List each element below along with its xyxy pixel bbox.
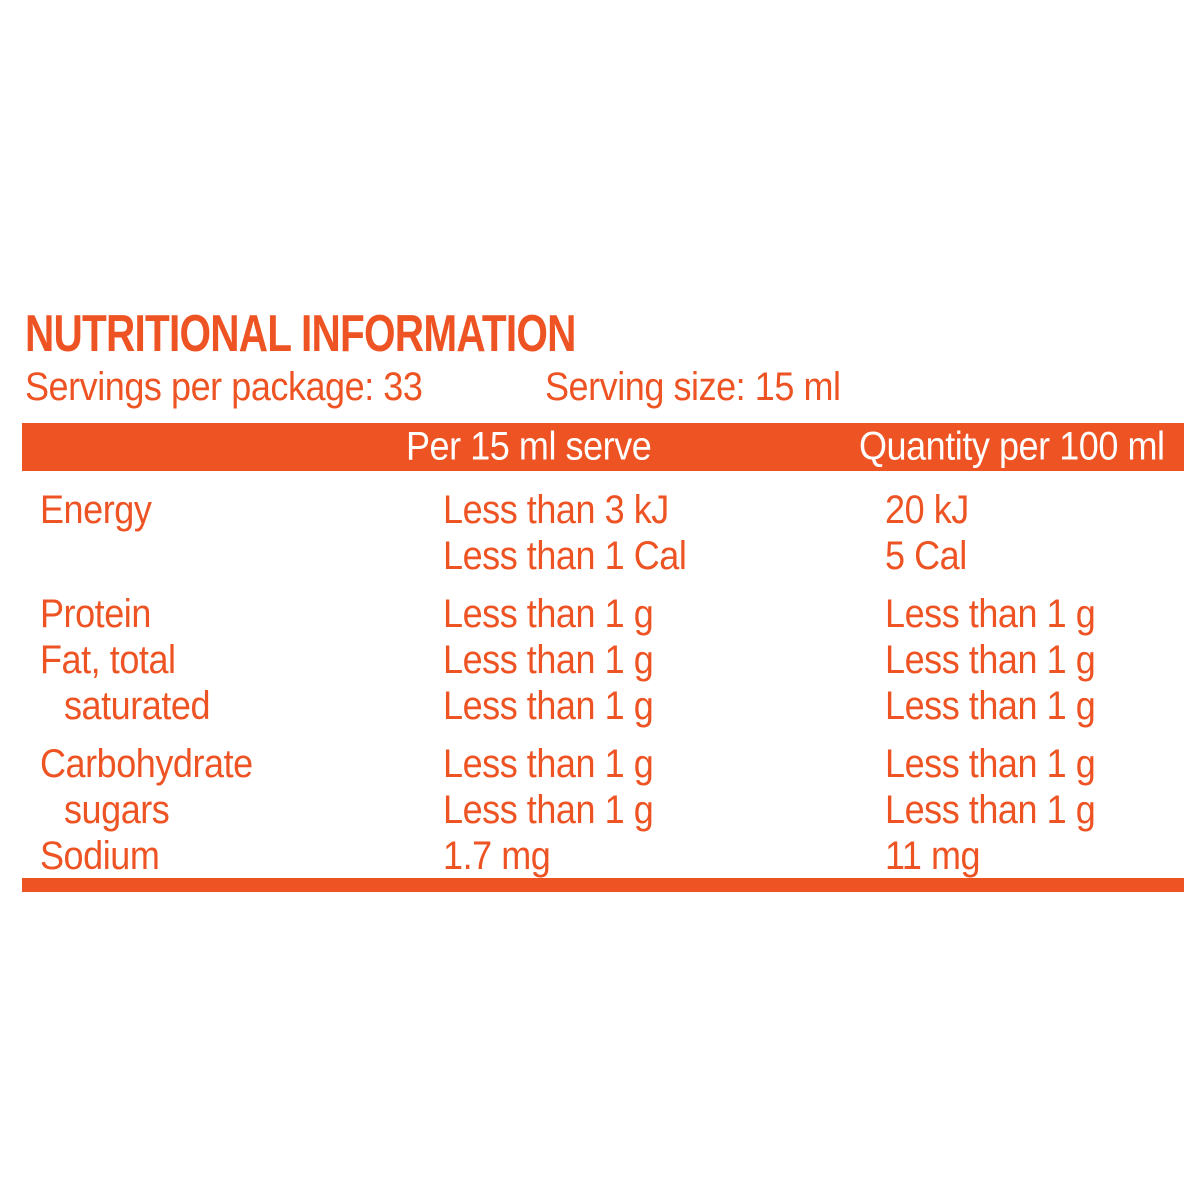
nutrition-table: Energy Less than 3 kJ 20 kJ Less than 1 …	[0, 487, 1200, 879]
table-row-sugars: sugars Less than 1 g Less than 1 g	[0, 787, 1200, 833]
value-per-serve: Less than 1 g	[443, 684, 654, 728]
row-label: Sodium	[40, 834, 160, 878]
servings-line: Servings per package: 33 Serving size: 1…	[0, 364, 1200, 410]
value-per-100ml: 11 mg	[885, 834, 981, 878]
column-header-per-serve: Per 15 ml serve	[406, 424, 652, 469]
row-label: Energy	[40, 488, 152, 532]
value-per-100ml: Less than 1 g	[885, 788, 1096, 832]
value-per-100ml: 5 Cal	[885, 534, 967, 578]
value-per-serve: Less than 1 g	[443, 788, 654, 832]
column-header-per-100ml: Quantity per 100 ml	[859, 424, 1165, 469]
value-per-100ml: Less than 1 g	[885, 742, 1096, 786]
row-label: Protein	[40, 592, 151, 636]
bottom-rule	[22, 878, 1184, 892]
table-row-protein: Protein Less than 1 g Less than 1 g	[0, 591, 1200, 637]
value-per-100ml: Less than 1 g	[885, 638, 1096, 682]
table-row-fat-saturated: saturated Less than 1 g Less than 1 g	[0, 683, 1200, 729]
row-label: sugars	[64, 788, 170, 832]
value-per-serve: Less than 1 g	[443, 592, 654, 636]
table-row-carbohydrate: Carbohydrate Less than 1 g Less than 1 g	[0, 741, 1200, 787]
value-per-serve: Less than 1 g	[443, 742, 654, 786]
table-row-sodium: Sodium 1.7 mg 11 mg	[0, 833, 1200, 879]
row-label: saturated	[64, 684, 211, 728]
value-per-serve: 1.7 mg	[443, 834, 551, 878]
value-per-100ml: Less than 1 g	[885, 592, 1096, 636]
row-label: Carbohydrate	[40, 742, 253, 786]
value-per-serve: Less than 1 Cal	[443, 534, 687, 578]
value-per-serve: Less than 1 g	[443, 638, 654, 682]
table-header-bar: Per 15 ml serve Quantity per 100 ml	[22, 423, 1184, 471]
serving-size: Serving size: 15 ml	[545, 365, 841, 409]
table-row-energy: Energy Less than 3 kJ 20 kJ	[0, 487, 1200, 533]
table-row-energy-cal: Less than 1 Cal 5 Cal	[0, 533, 1200, 579]
value-per-serve: Less than 3 kJ	[443, 488, 669, 532]
value-per-100ml: Less than 1 g	[885, 684, 1096, 728]
row-label: Fat, total	[40, 638, 176, 682]
table-row-fat-total: Fat, total Less than 1 g Less than 1 g	[0, 637, 1200, 683]
servings-per-package: Servings per package: 33	[25, 365, 423, 409]
panel-title: NUTRITIONAL INFORMATION	[25, 305, 576, 363]
value-per-100ml: 20 kJ	[885, 488, 969, 532]
